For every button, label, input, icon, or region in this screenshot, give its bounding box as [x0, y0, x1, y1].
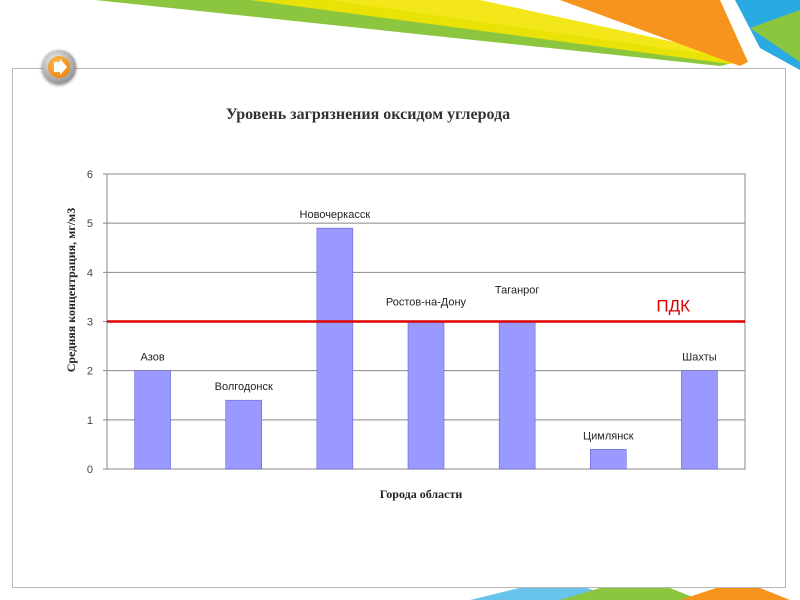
bar-category-label: Таганрог [495, 285, 540, 297]
decor-green-stripe [95, 0, 745, 66]
y-tick-label: 0 [87, 464, 93, 476]
bar-labels: Азов Волгодонск Новочеркасск Ростов-на-Дону… [140, 209, 716, 442]
bars [134, 227, 718, 470]
y-tick-label: 1 [87, 415, 93, 427]
arrow-right-icon [54, 59, 67, 75]
y-tick-label: 4 [87, 267, 93, 279]
bar-category-label: Новочеркасск [300, 209, 371, 221]
next-slide-button[interactable] [42, 50, 76, 84]
decor-bottom-green [560, 576, 700, 600]
bar-category-label: Азов [140, 352, 164, 364]
x-axis-title: Города области [380, 487, 463, 501]
bar-category-label: Ростов-на-Дону [386, 297, 467, 309]
y-tick-label: 6 [87, 169, 93, 181]
chart-title: Уровень загрязнения оксидом углерода [225, 106, 511, 123]
decor-orange-stripe [560, 0, 748, 66]
bar [316, 227, 354, 470]
decor-yellow-stripe [250, 0, 748, 64]
bar-category-label: Шахты [682, 352, 717, 364]
decor-green-corner [750, 10, 800, 62]
y-tick-label: 2 [87, 366, 93, 378]
bar [134, 370, 171, 470]
y-tick-label: 3 [87, 317, 93, 329]
y-axis-ticks: 0 1 2 3 4 5 6 [87, 169, 107, 476]
decor-bottom-orange [680, 580, 790, 600]
y-tick-label: 5 [87, 218, 93, 230]
y-axis-title: Средняя концентрация, мг/м3 [64, 208, 78, 372]
bar [681, 370, 718, 470]
bar [498, 321, 536, 470]
bar-category-label: Волгодонск [215, 381, 273, 393]
bar [590, 449, 627, 470]
bar [407, 321, 445, 470]
reference-line-label: ПДК [656, 297, 690, 316]
bar-category-label: Цимлянск [583, 430, 634, 442]
bar [225, 399, 262, 470]
